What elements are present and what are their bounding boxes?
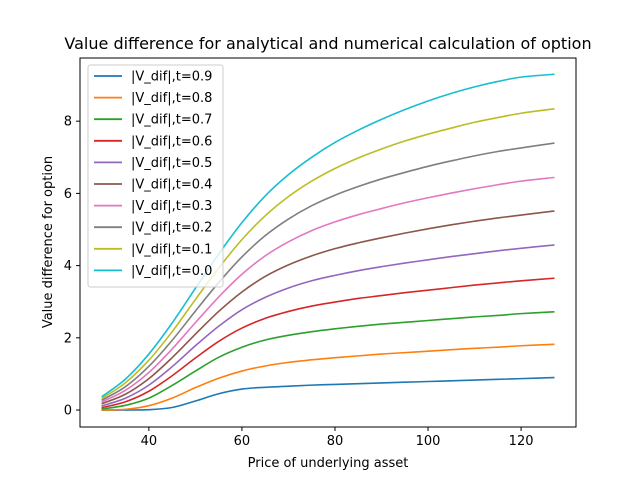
legend-label: |V_dif|,t=0.6 <box>131 134 212 149</box>
x-tick-label: 100 <box>416 434 441 449</box>
series-line-8 <box>101 108 555 400</box>
series-line-2 <box>101 310 555 410</box>
series-line-3 <box>101 277 555 409</box>
legend-label: |V_dif|,t=0.3 <box>131 199 212 214</box>
y-axis-label: Value difference for option <box>41 156 56 328</box>
x-tick-label: 120 <box>509 434 534 449</box>
legend-label: |V_dif|,t=0.5 <box>131 156 212 171</box>
legend-label: |V_dif|,t=0.4 <box>131 178 212 193</box>
series-line-6 <box>101 176 555 403</box>
chart-title: Value difference for analytical and nume… <box>64 34 591 53</box>
legend-label: |V_dif|,t=0.0 <box>131 264 212 279</box>
legend-box <box>87 64 224 288</box>
legend-label: |V_dif|,t=0.7 <box>131 113 212 128</box>
series-line-4 <box>101 244 555 407</box>
x-tick-label: 80 <box>327 434 344 449</box>
y-axis: 0 2 4 6 8 <box>64 115 80 419</box>
y-tick-label: 4 <box>64 259 72 274</box>
x-tick-label: 40 <box>141 434 158 449</box>
series-line-0 <box>101 376 555 411</box>
legend-label: |V_dif|,t=0.8 <box>131 91 212 106</box>
series-line-7 <box>101 142 555 402</box>
y-tick-label: 6 <box>64 187 72 202</box>
legend-label: |V_dif|,t=0.2 <box>131 221 212 236</box>
x-axis-label: Price of underlying asset <box>248 456 409 471</box>
legend: |V_dif|,t=0.9 |V_dif|,t=0.8 |V_dif|,t=0.7 |… <box>87 64 224 288</box>
series-line-1 <box>101 343 555 411</box>
series-line-9 <box>101 73 555 398</box>
y-tick-label: 2 <box>64 331 72 346</box>
y-tick-label: 8 <box>64 115 72 130</box>
x-tick-label: 60 <box>234 434 251 449</box>
series-layer <box>101 73 555 411</box>
series-line-5 <box>101 210 555 405</box>
legend-label: |V_dif|,t=0.9 <box>131 70 212 85</box>
plot-frame <box>79 57 577 428</box>
legend-label: |V_dif|,t=0.1 <box>131 242 212 257</box>
y-tick-label: 0 <box>64 404 72 419</box>
x-axis: 40 60 80 100 120 <box>141 427 534 449</box>
